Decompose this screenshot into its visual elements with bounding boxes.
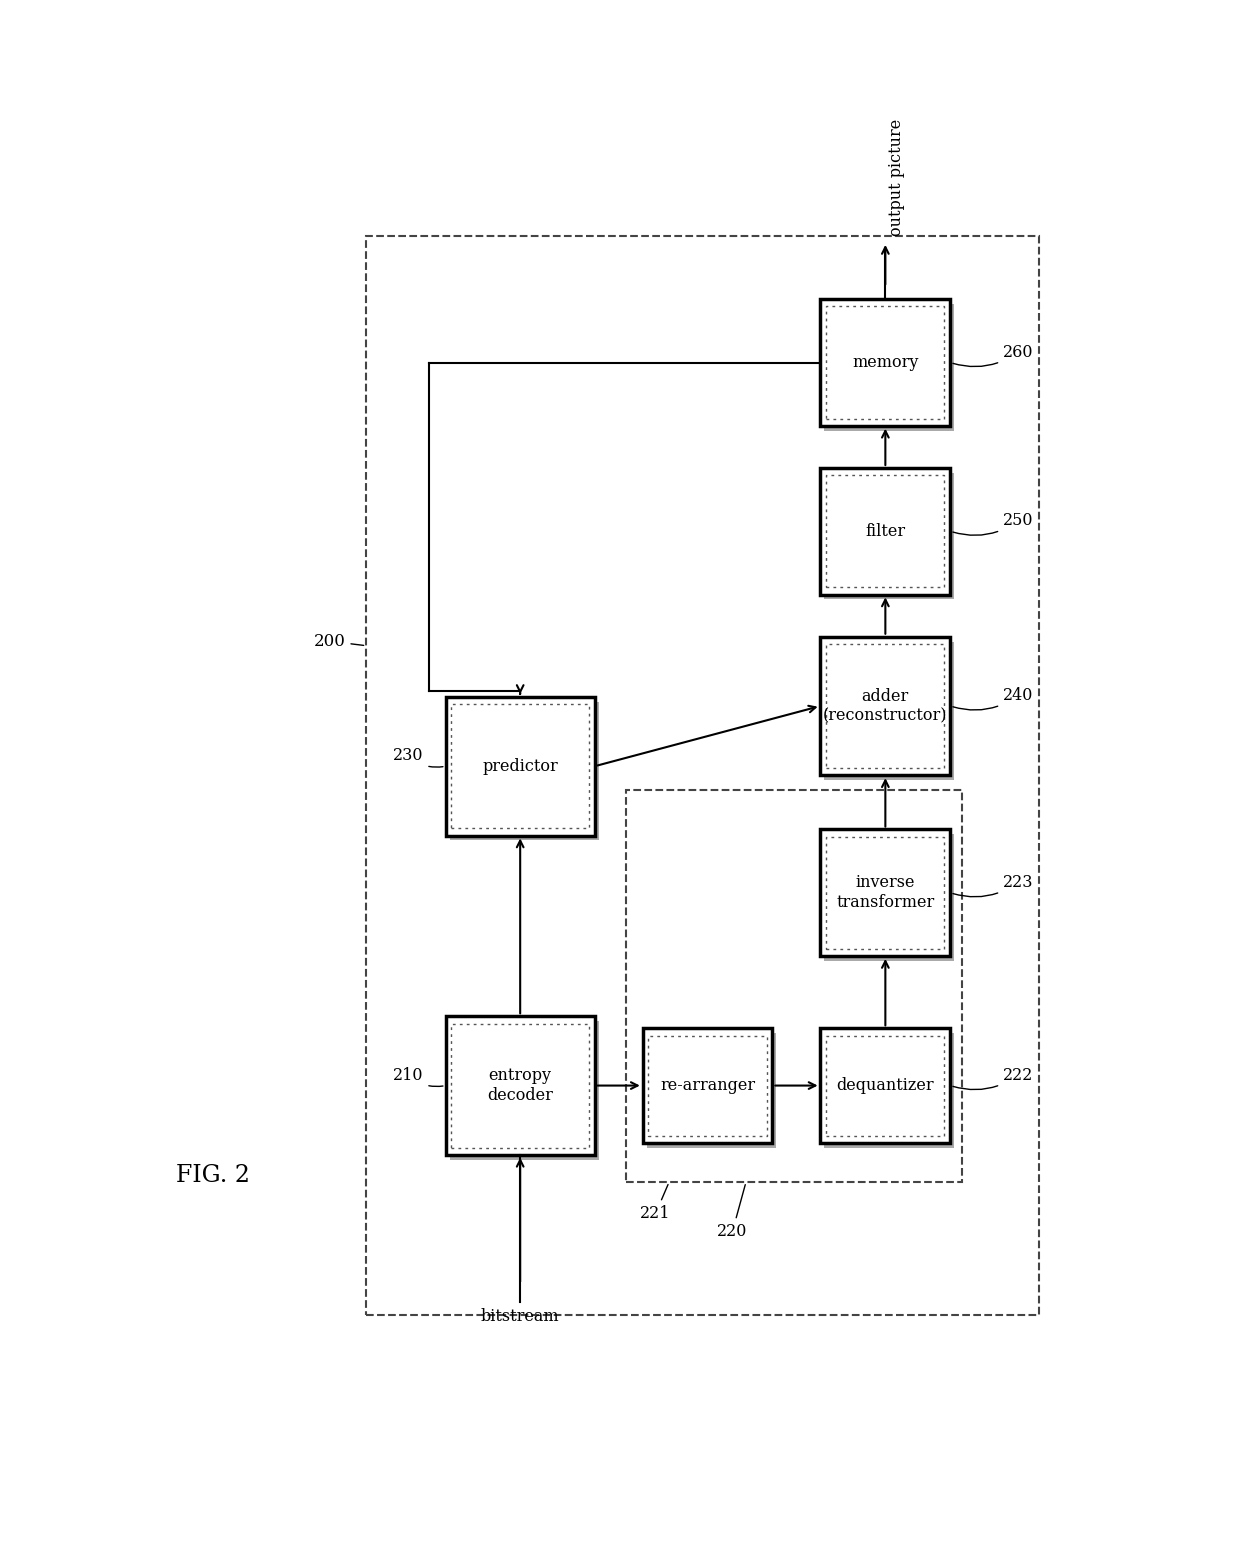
Text: 240: 240 — [952, 687, 1033, 711]
Text: 223: 223 — [952, 873, 1034, 897]
Bar — [821, 1028, 950, 1142]
Bar — [642, 1028, 773, 1142]
Text: memory: memory — [852, 354, 919, 371]
Text: entropy
decoder: entropy decoder — [487, 1067, 553, 1103]
Text: adder
(reconstructor): adder (reconstructor) — [823, 687, 947, 725]
Text: 230: 230 — [393, 747, 443, 767]
Text: re-arranger: re-arranger — [660, 1077, 755, 1094]
Text: bitstream: bitstream — [481, 1308, 559, 1326]
Bar — [821, 637, 950, 775]
Text: 220: 220 — [717, 1185, 748, 1239]
Text: output picture: output picture — [888, 119, 905, 236]
Bar — [821, 829, 950, 956]
Bar — [445, 1016, 595, 1155]
Text: 221: 221 — [640, 1185, 671, 1222]
Text: filter: filter — [866, 523, 905, 540]
Bar — [825, 473, 954, 599]
Bar — [445, 696, 595, 836]
Bar — [821, 299, 950, 426]
Bar — [826, 476, 945, 587]
Bar — [821, 468, 950, 595]
Bar — [646, 1033, 776, 1147]
Text: 260: 260 — [952, 343, 1034, 366]
Bar — [825, 642, 954, 779]
Bar — [825, 304, 954, 430]
Text: 200: 200 — [314, 632, 363, 649]
Bar — [826, 643, 945, 768]
Bar — [826, 307, 945, 418]
Bar — [825, 834, 954, 961]
Text: 250: 250 — [952, 512, 1034, 535]
Text: dequantizer: dequantizer — [837, 1077, 934, 1094]
Text: FIG. 2: FIG. 2 — [176, 1164, 249, 1188]
Text: predictor: predictor — [482, 757, 558, 775]
Text: 222: 222 — [952, 1066, 1033, 1089]
Bar — [451, 1024, 589, 1147]
Bar — [826, 1036, 945, 1136]
Bar — [826, 837, 945, 948]
Bar — [451, 704, 589, 828]
Bar — [450, 1020, 599, 1160]
Bar — [626, 790, 962, 1182]
Bar — [367, 236, 1039, 1315]
Bar — [649, 1036, 766, 1136]
Bar — [825, 1033, 954, 1147]
Text: 210: 210 — [393, 1066, 443, 1086]
Text: inverse
transformer: inverse transformer — [836, 875, 935, 911]
Bar — [450, 701, 599, 840]
